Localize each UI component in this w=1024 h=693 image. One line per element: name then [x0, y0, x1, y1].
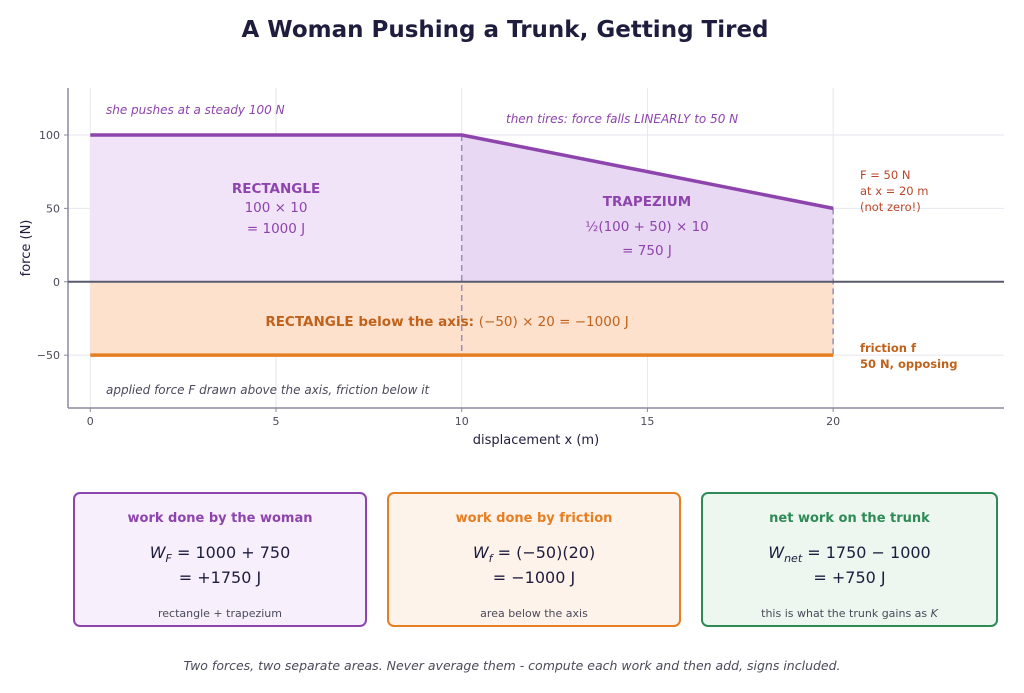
rectangle-title: RECTANGLE — [232, 181, 320, 197]
annotation-endpoint: (not zero!) — [860, 200, 921, 214]
card-net-work: net work on the trunk Wnet = 1750 − 1000… — [701, 492, 998, 627]
below-axis-label: RECTANGLE below the axis: (−50) × 20 = −… — [265, 314, 628, 330]
annotation-friction: 50 N, opposing — [860, 357, 957, 371]
x-tick-label: 20 — [826, 415, 840, 428]
plot-area: 0 5 10 15 20 −50 0 50 100 displacement x (m) force… — [19, 88, 1004, 448]
x-tick-label: 0 — [87, 415, 94, 428]
y-tick-label: 100 — [39, 129, 60, 142]
series — [90, 133, 834, 357]
annotation-friction: friction f — [860, 341, 917, 355]
card-title: net work on the trunk — [769, 511, 930, 526]
annotation-note: applied force F drawn above the axis, fr… — [106, 383, 431, 397]
annotation-endpoint: F = 50 N — [860, 168, 910, 182]
annotation-tires: then tires: force falls LINEARLY to 50 N — [506, 112, 738, 126]
footnote: Two forces, two separate areas. Never av… — [183, 658, 841, 673]
card-equation-line1: Wnet = 1750 − 1000 — [768, 543, 931, 566]
x-axis-label: displacement x (m) — [473, 433, 599, 448]
card-note: area below the axis — [480, 607, 588, 620]
card-equation-line1: Wf = (−50)(20) — [472, 543, 596, 566]
card-title: work done by friction — [455, 511, 613, 526]
card-title: work done by the woman — [127, 511, 313, 526]
page-title: A Woman Pushing a Trunk, Getting Tired — [241, 17, 768, 43]
trapezium-line2: = 750 J — [622, 243, 672, 259]
rectangle-line1: 100 × 10 — [245, 200, 308, 216]
card-equation-line2: = +1750 J — [178, 568, 262, 587]
y-tick-label: 0 — [53, 276, 60, 289]
x-tick-label: 5 — [273, 415, 280, 428]
axes: 0 5 10 15 20 −50 0 50 100 displacement x (m) force… — [19, 88, 1004, 448]
card-equation-line2: = −1000 J — [492, 568, 576, 587]
trapezium-title: TRAPEZIUM — [603, 194, 691, 210]
annotations: she pushes at a steady 100 N then tires: … — [106, 103, 957, 397]
card-equation-line1: WF = 1000 + 750 — [149, 543, 291, 566]
x-tick-label: 10 — [455, 415, 469, 428]
applied-force-line — [90, 133, 834, 211]
card-note: rectangle + trapezium — [158, 607, 282, 620]
annotation-endpoint: at x = 20 m — [860, 184, 928, 198]
y-tick-label: −50 — [37, 349, 60, 362]
rectangle-line2: = 1000 J — [247, 221, 305, 237]
area-regions — [90, 134, 834, 356]
trapezium-line1: ½(100 + 50) × 10 — [585, 219, 709, 235]
card-work-woman: work done by the woman WF = 1000 + 750 =… — [73, 492, 367, 627]
x-tick-label: 15 — [640, 415, 654, 428]
annotation-steady: she pushes at a steady 100 N — [106, 103, 285, 117]
card-equation-line2: = +750 J — [813, 568, 886, 587]
region-trapezium — [461, 134, 834, 282]
region-rectangle — [90, 134, 462, 282]
card-note: this is what the trunk gains as K — [761, 607, 938, 620]
y-tick-label: 50 — [46, 202, 60, 215]
y-axis-label: force (N) — [19, 220, 34, 277]
card-work-friction: work done by friction Wf = (−50)(20) = −… — [387, 492, 681, 627]
